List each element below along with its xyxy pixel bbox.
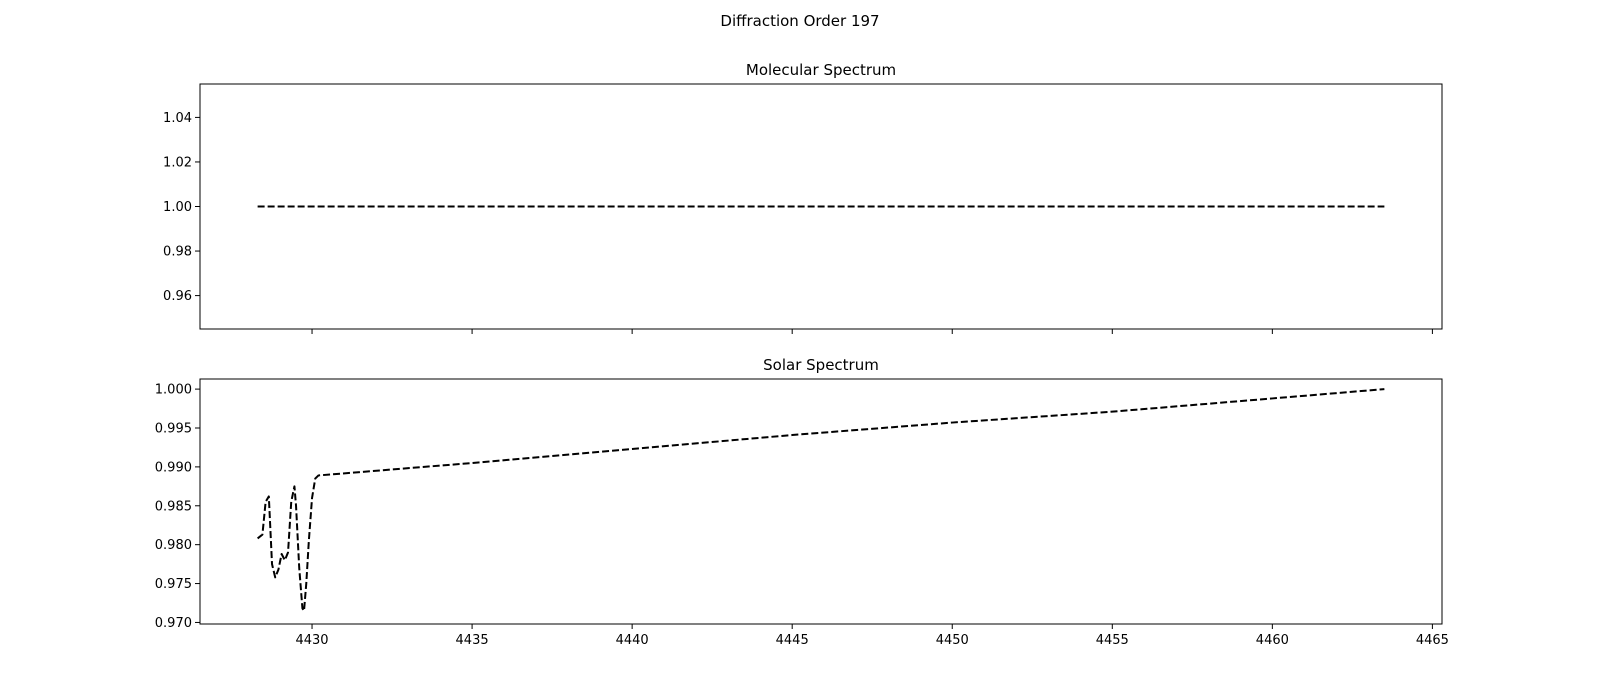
- solar-spectrum-x-tick-label: 4445: [776, 633, 809, 648]
- solar-spectrum-x-tick-label: 4440: [616, 633, 649, 648]
- solar-spectrum-title: Solar Spectrum: [763, 356, 879, 374]
- solar-spectrum-series-line: [256, 388, 1385, 612]
- molecular-spectrum-title: Molecular Spectrum: [746, 61, 896, 79]
- solar-spectrum-axes-frame: [199, 378, 1443, 625]
- solar-spectrum-y-tick-label: 0.995: [155, 422, 192, 437]
- solar-spectrum-x-tick-label: 4465: [1416, 633, 1449, 648]
- solar-spectrum-plot-area: 4430 4435 4440 4445 4450 4455 4460 4465 0.970 0.9…: [155, 378, 1449, 648]
- solar-spectrum-x-tick-label: 4460: [1256, 633, 1289, 648]
- molecular-spectrum-y-tick-label: 1.02: [163, 155, 192, 170]
- molecular-spectrum-plot-area: 0.96 0.98 1.00 1.02 1.04: [163, 83, 1443, 334]
- solar-spectrum-y-tick-label: 0.990: [155, 460, 192, 475]
- solar-spectrum-panel: Solar Spectrum 4430 4435 4440 4445 4450 4455 4…: [155, 356, 1449, 648]
- molecular-spectrum-y-tick-label: 1.00: [163, 200, 192, 215]
- solar-spectrum-y-tick-label: 0.975: [155, 577, 192, 592]
- solar-spectrum-y-tick-label: 0.985: [155, 499, 192, 514]
- solar-spectrum-x-tick-label: 4455: [1096, 633, 1129, 648]
- molecular-spectrum-y-tick-label: 0.98: [163, 245, 192, 260]
- solar-spectrum-x-tick-label: 4450: [936, 633, 969, 648]
- solar-spectrum-y-tick-label: 0.970: [155, 616, 192, 631]
- solar-spectrum-y-tick-label: 1.000: [155, 383, 192, 398]
- molecular-spectrum-y-tick-label: 0.96: [163, 289, 192, 304]
- solar-spectrum-x-tick-label: 4435: [456, 633, 489, 648]
- solar-spectrum-x-tick-label: 4430: [295, 633, 328, 648]
- molecular-spectrum-y-tick-label: 1.04: [163, 111, 192, 126]
- solar-spectrum-y-tick-label: 0.980: [155, 538, 192, 553]
- figure-suptitle: Diffraction Order 197: [720, 12, 879, 30]
- molecular-spectrum-panel: Molecular Spectrum 0.96 0.98 1.00 1.02 1.04: [163, 61, 1443, 334]
